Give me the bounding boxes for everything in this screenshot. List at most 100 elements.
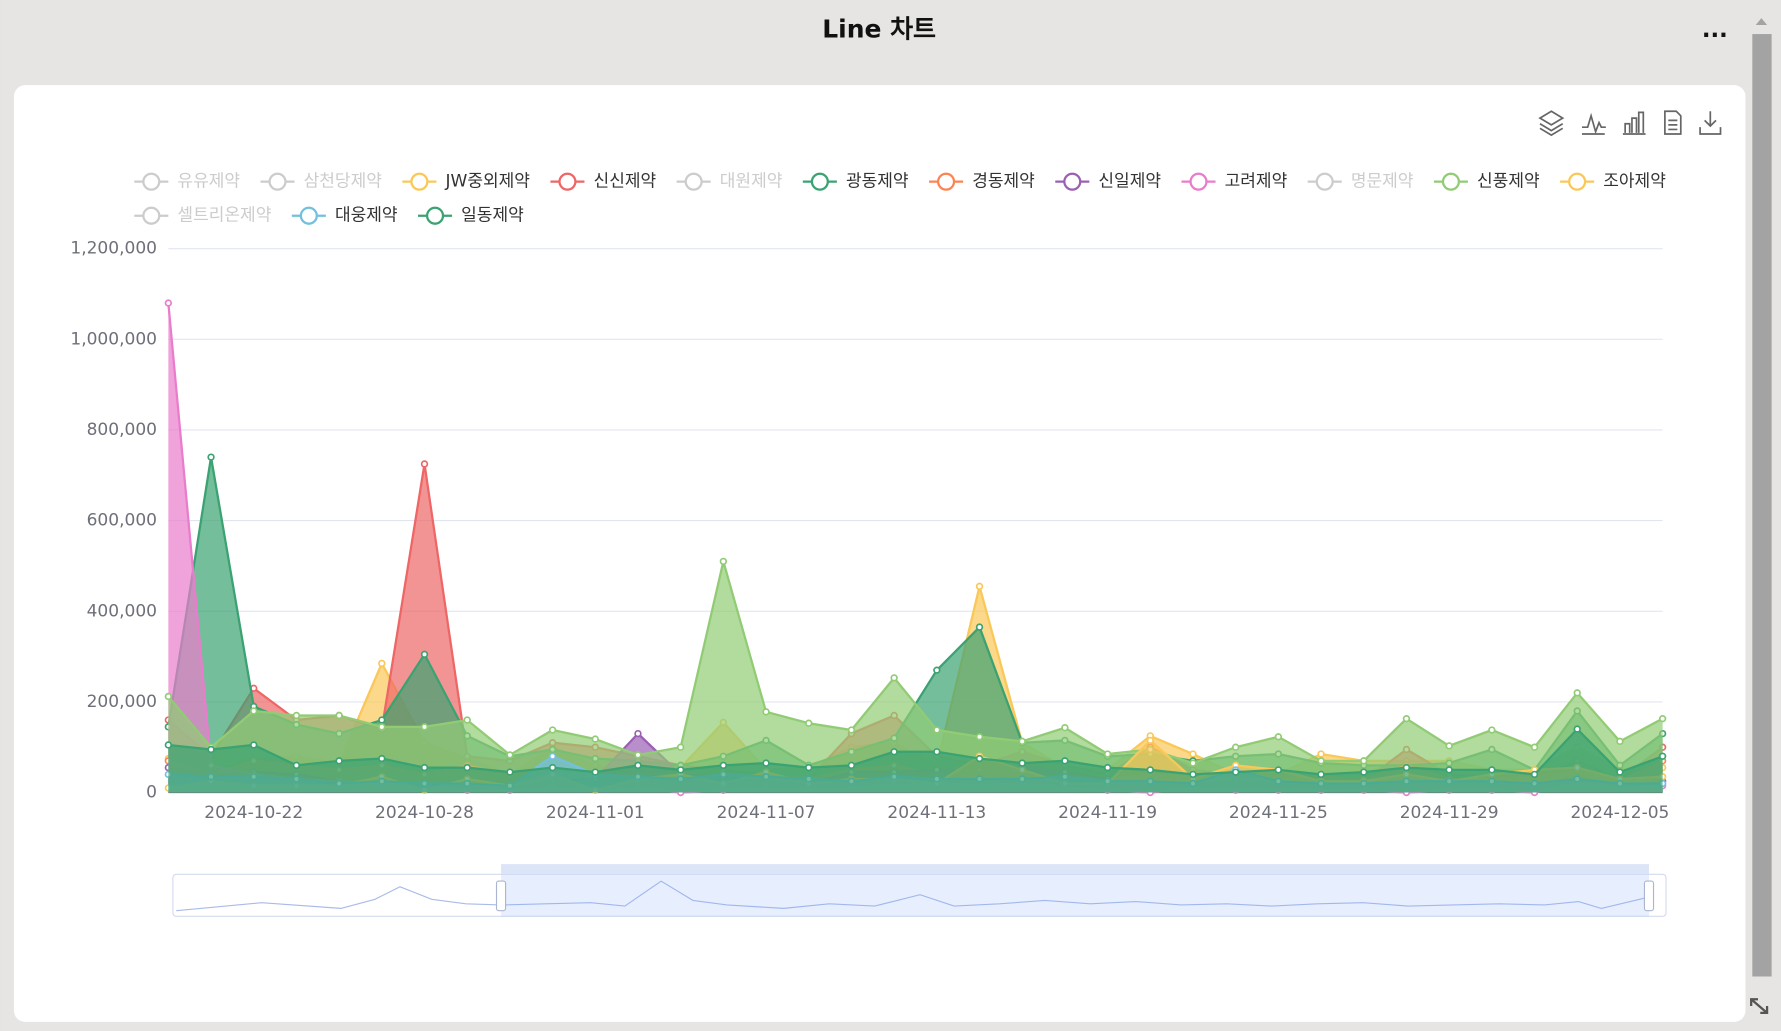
legend-label: 대웅제약 bbox=[335, 206, 398, 226]
legend-item[interactable]: 셀트리온제약 bbox=[134, 206, 272, 226]
legend-icon bbox=[142, 172, 161, 191]
tool-data-view[interactable] bbox=[1664, 110, 1682, 135]
legend-icon bbox=[810, 172, 829, 191]
zoom-handle-left[interactable] bbox=[495, 880, 507, 912]
legend-item[interactable]: 대원제약 bbox=[676, 172, 783, 192]
point bbox=[591, 768, 599, 776]
point bbox=[1317, 750, 1325, 758]
legend-icon bbox=[142, 206, 161, 225]
point bbox=[164, 692, 173, 701]
point bbox=[548, 752, 557, 760]
point bbox=[1189, 750, 1197, 758]
point bbox=[420, 723, 429, 731]
menu-button[interactable]: ... bbox=[1702, 17, 1728, 43]
legend-icon bbox=[1189, 172, 1208, 191]
legend-item[interactable]: 삼천당제약 bbox=[260, 172, 382, 192]
legend-item[interactable]: 명문제약 bbox=[1307, 172, 1414, 192]
scroll-up[interactable] bbox=[1755, 18, 1768, 25]
legend-label: 신풍제약 bbox=[1477, 172, 1540, 192]
legend-label: 고려제약 bbox=[1225, 172, 1288, 192]
point bbox=[164, 299, 173, 307]
x-tick-label: 2024-10-22 bbox=[204, 803, 303, 823]
legend-item[interactable]: 경동제약 bbox=[929, 172, 1035, 192]
point bbox=[975, 733, 984, 741]
point bbox=[634, 761, 642, 770]
point bbox=[1658, 752, 1667, 760]
legend-label: 신일제약 bbox=[1098, 172, 1161, 192]
legend-icon bbox=[936, 172, 956, 191]
legend-label: 조아제약 bbox=[1603, 172, 1666, 192]
legend-item[interactable]: 신일제약 bbox=[1055, 172, 1161, 192]
legend-item[interactable]: 대웅제약 bbox=[291, 206, 398, 226]
legend-label: 광동제약 bbox=[846, 172, 909, 192]
legend-label: 셀트리온제약 bbox=[177, 206, 271, 226]
point bbox=[805, 763, 813, 772]
point bbox=[1402, 714, 1411, 723]
point bbox=[1317, 770, 1325, 779]
point bbox=[1231, 743, 1240, 751]
tool-line[interactable] bbox=[1581, 112, 1606, 135]
zoom-move-bar[interactable] bbox=[501, 864, 1649, 875]
point bbox=[420, 763, 429, 772]
x-tick-label: 2024-10-28 bbox=[375, 803, 474, 823]
point bbox=[250, 741, 258, 749]
legend-item[interactable]: 유유제약 bbox=[134, 172, 240, 192]
point bbox=[164, 741, 173, 749]
point bbox=[1402, 763, 1411, 772]
point bbox=[890, 674, 898, 682]
point bbox=[378, 659, 386, 668]
tool-stack[interactable] bbox=[1538, 110, 1565, 137]
legend-item[interactable]: 고려제약 bbox=[1181, 172, 1288, 192]
legend-icon bbox=[410, 172, 429, 191]
y-tick-label: 800,000 bbox=[87, 420, 157, 440]
point bbox=[975, 754, 984, 763]
point bbox=[1061, 757, 1069, 765]
legend-label: 대원제약 bbox=[720, 172, 783, 192]
y-tick-label: 200,000 bbox=[87, 692, 157, 712]
legend-item[interactable]: 신신제약 bbox=[550, 172, 657, 192]
resize-handle[interactable] bbox=[1750, 998, 1769, 1014]
x-tick-label: 2024-11-25 bbox=[1229, 803, 1328, 823]
line bbox=[168, 727, 1664, 776]
point bbox=[1146, 766, 1154, 774]
point bbox=[207, 745, 215, 754]
legend-icon bbox=[1315, 172, 1334, 191]
point bbox=[1360, 768, 1368, 776]
data-zoom[interactable] bbox=[172, 864, 1667, 917]
tool-bar[interactable] bbox=[1622, 111, 1646, 135]
x-tick-label: 2024-11-01 bbox=[546, 803, 645, 823]
point bbox=[634, 751, 642, 759]
x-tick-label: 2024-11-19 bbox=[1058, 803, 1157, 823]
zoom-selection[interactable] bbox=[501, 874, 1649, 917]
point bbox=[335, 711, 343, 720]
legend-item[interactable]: 신풍제약 bbox=[1433, 172, 1540, 192]
legend-item[interactable]: 일동제약 bbox=[418, 206, 524, 226]
toolbox bbox=[1538, 110, 1722, 137]
point bbox=[420, 460, 429, 468]
legend-item[interactable]: JW중외제약 bbox=[402, 172, 530, 192]
point bbox=[719, 761, 728, 770]
point bbox=[847, 761, 856, 770]
point bbox=[1231, 768, 1240, 776]
point bbox=[1360, 757, 1368, 765]
legend-label: 삼천당제약 bbox=[304, 172, 383, 192]
point bbox=[634, 729, 642, 738]
zoom-handle-right[interactable] bbox=[1643, 880, 1655, 912]
y-tick-label: 1,000,000 bbox=[70, 329, 157, 349]
point bbox=[1530, 743, 1539, 751]
scrollbar[interactable] bbox=[1752, 34, 1772, 977]
point bbox=[1616, 768, 1624, 776]
legend-icon bbox=[425, 206, 445, 225]
point bbox=[378, 716, 386, 724]
point bbox=[1018, 759, 1026, 767]
legend-item[interactable]: 광동제약 bbox=[802, 172, 909, 192]
point bbox=[378, 723, 386, 731]
tool-save[interactable] bbox=[1699, 111, 1722, 135]
point bbox=[1530, 770, 1539, 779]
legend-label: 경동제약 bbox=[972, 172, 1035, 192]
y-tick-label: 0 bbox=[146, 783, 157, 803]
legend-item[interactable]: 조아제약 bbox=[1560, 172, 1666, 192]
point bbox=[1658, 714, 1667, 723]
